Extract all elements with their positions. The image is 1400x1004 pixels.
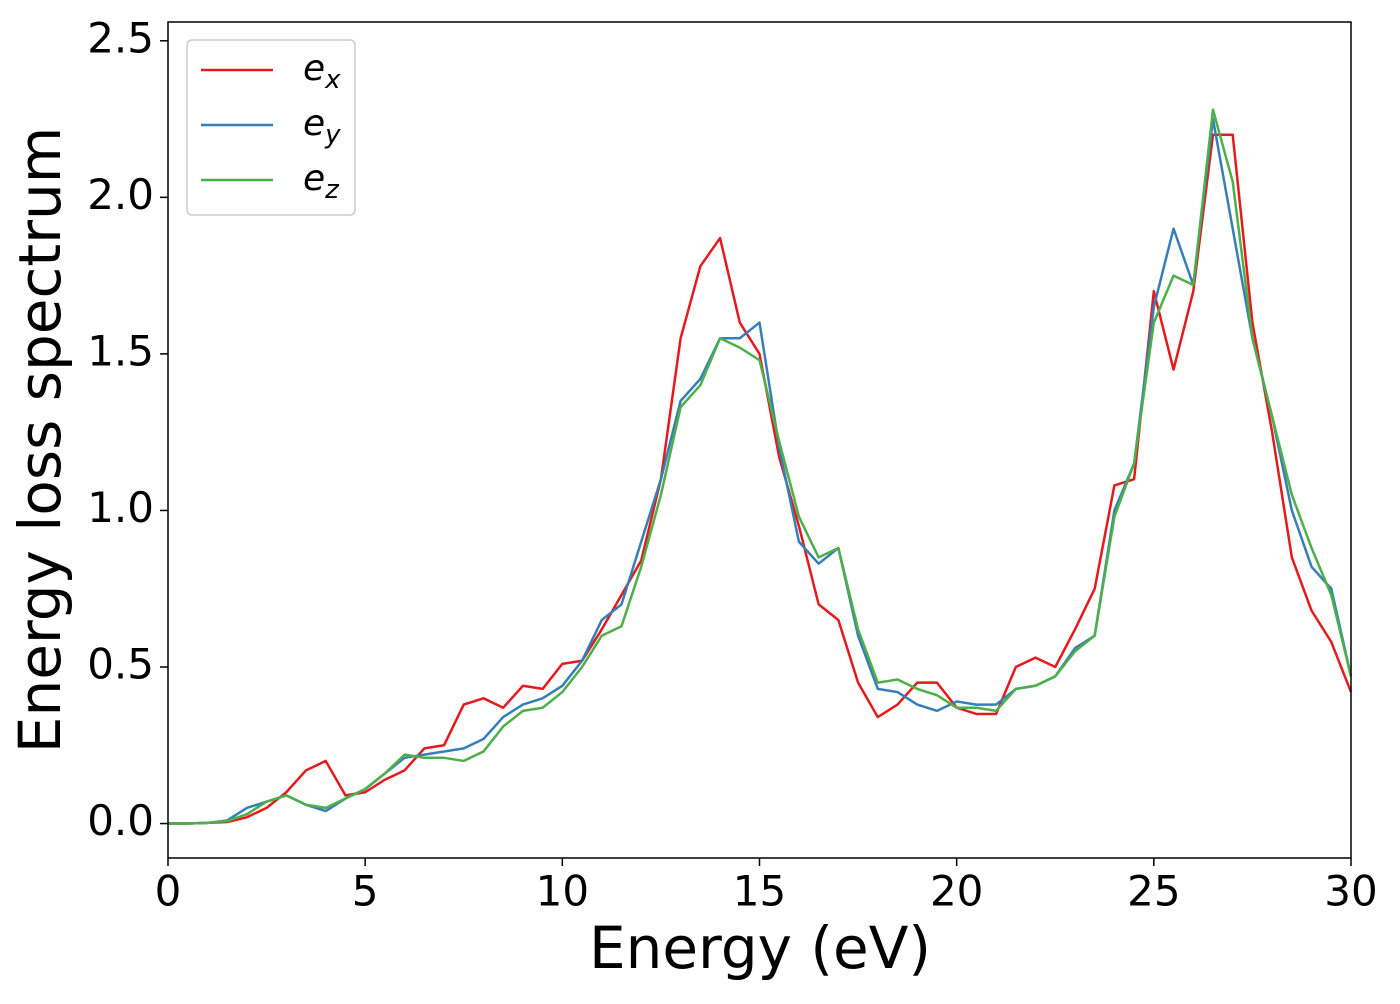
y-axis-label: Energy loss spectrum <box>6 127 74 753</box>
y-tick-label: 0.5 <box>87 640 154 689</box>
y-tick-label: 0.0 <box>87 796 154 845</box>
x-tick-label: 10 <box>536 867 589 916</box>
y-tick-label: 2.0 <box>87 170 154 219</box>
series-line <box>168 133 1353 825</box>
legend-label: ez <box>303 158 340 205</box>
x-tick-label: 30 <box>1324 867 1377 916</box>
y-tick-label: 1.5 <box>87 326 154 375</box>
x-tick-label: 0 <box>155 867 182 916</box>
y-tick-label: 1.0 <box>87 483 154 532</box>
x-tick-label: 20 <box>930 867 983 916</box>
x-tick-label: 25 <box>1127 867 1180 916</box>
legend-label: ex <box>303 48 341 95</box>
x-tick-label: 15 <box>733 867 786 916</box>
x-tick-label: 5 <box>352 867 379 916</box>
y-tick-label: 2.5 <box>87 13 154 62</box>
legend-box <box>186 39 356 216</box>
plot-frame <box>167 21 1352 859</box>
legend-label: ey <box>303 103 341 150</box>
series-line <box>168 108 1353 825</box>
series-line <box>168 117 1353 825</box>
x-axis-label: Energy (eV) <box>589 914 931 982</box>
